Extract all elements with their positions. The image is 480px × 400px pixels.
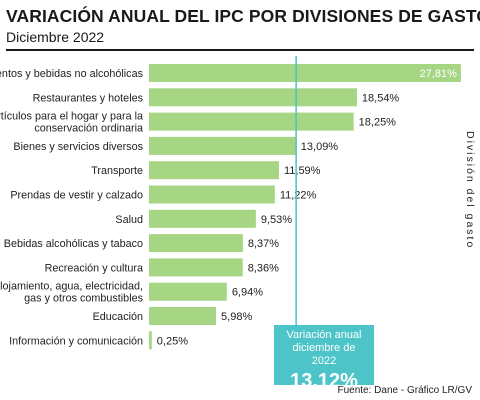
data-label: 5,98% [221, 311, 252, 323]
category-label: Bienes y servicios diversos [13, 141, 143, 153]
axis-label: División del gasto [464, 130, 476, 250]
reference-line-value: 13,12% [290, 370, 358, 392]
category-label: gas y otros combustibles [24, 293, 143, 305]
bar [149, 331, 152, 350]
chart-subtitle: Diciembre 2022 [6, 29, 105, 45]
category-label: Artículos para el hogar y para la [0, 111, 143, 123]
category-label: Transporte [91, 165, 143, 177]
data-label: 18,54% [362, 92, 400, 104]
bar [149, 112, 354, 131]
data-label: 13,09% [301, 141, 339, 153]
category-label: Recreación y cultura [45, 262, 143, 274]
data-label: 11,59% [284, 165, 321, 177]
data-label: 18,25% [359, 117, 397, 129]
category-label: Bebidas alcohólicas y tabaco [4, 238, 143, 250]
data-label: 6,94% [232, 287, 263, 299]
category-label: Información y comunicación [9, 335, 143, 347]
bar [149, 234, 243, 253]
data-label: 11,22% [280, 190, 317, 202]
bar [149, 258, 243, 277]
category-label: Salud [115, 214, 143, 226]
data-label: 27,81% [420, 68, 458, 80]
bar [149, 185, 275, 204]
bar [149, 64, 461, 82]
reference-line-callout: Variación anual diciembre de 2022 13,12% [274, 325, 374, 392]
category-label: Alimentos y bebidas no alcohólicas [0, 68, 144, 80]
chart-title: VARIACIÓN ANUAL DEL IPC POR DIVISIONES D… [6, 6, 480, 26]
bar [149, 161, 279, 180]
data-label: 0,25% [157, 335, 188, 347]
bar [149, 209, 256, 228]
data-label: 8,36% [248, 262, 279, 274]
category-label: conservación ordinaria [34, 123, 143, 135]
bar [149, 136, 296, 155]
data-label: 9,53% [261, 214, 292, 226]
bar [149, 282, 227, 301]
category-label: Restaurantes y hoteles [33, 92, 144, 104]
bar [149, 88, 357, 107]
reference-line-label: Variación anual diciembre de 2022 [286, 329, 362, 367]
data-label: 8,37% [248, 238, 279, 250]
bar [149, 307, 217, 325]
category-label: Alojamiento, agua, electricidad, [0, 281, 143, 293]
source-note: Fuente: Dane - Gráfico LR/GV [337, 385, 472, 396]
category-label: Educación [93, 311, 143, 323]
category-label: Prendas de vestir y calzado [10, 190, 143, 202]
